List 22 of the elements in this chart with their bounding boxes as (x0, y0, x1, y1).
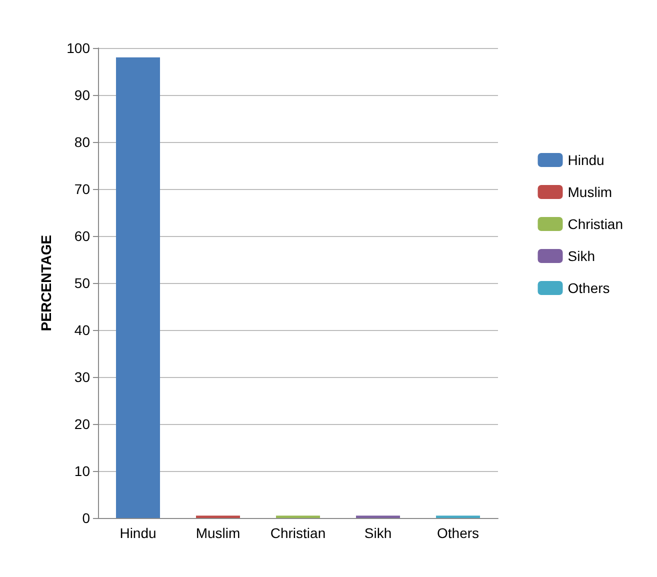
y-tick-label: 60 (74, 228, 90, 244)
y-tick-label: 20 (74, 416, 90, 432)
x-tick-label: Sikh (364, 525, 392, 541)
y-tick-label: 0 (82, 510, 90, 526)
y-tick-label: 30 (74, 369, 90, 385)
x-tick-label: Muslim (196, 525, 240, 541)
y-tick-label: 100 (66, 40, 90, 56)
y-tick-label: 40 (74, 322, 90, 338)
legend-label: Muslim (568, 184, 612, 200)
legend-label: Hindu (568, 152, 604, 168)
y-tick-label: 80 (74, 134, 90, 150)
legend-label: Christian (568, 216, 624, 232)
legend-label: Sikh (568, 248, 595, 264)
y-tick-label: 90 (74, 87, 90, 103)
y-tick-label: 50 (74, 275, 90, 291)
y-tick-label: 70 (74, 181, 90, 197)
legend-label: Others (568, 280, 610, 296)
y-axis-title: PERCENTAGE (38, 234, 54, 332)
x-tick-label: Others (436, 525, 480, 541)
x-tick-label: Hindu (120, 525, 156, 541)
x-tick-label: Christian (270, 525, 326, 541)
y-tick-label: 10 (74, 463, 90, 479)
